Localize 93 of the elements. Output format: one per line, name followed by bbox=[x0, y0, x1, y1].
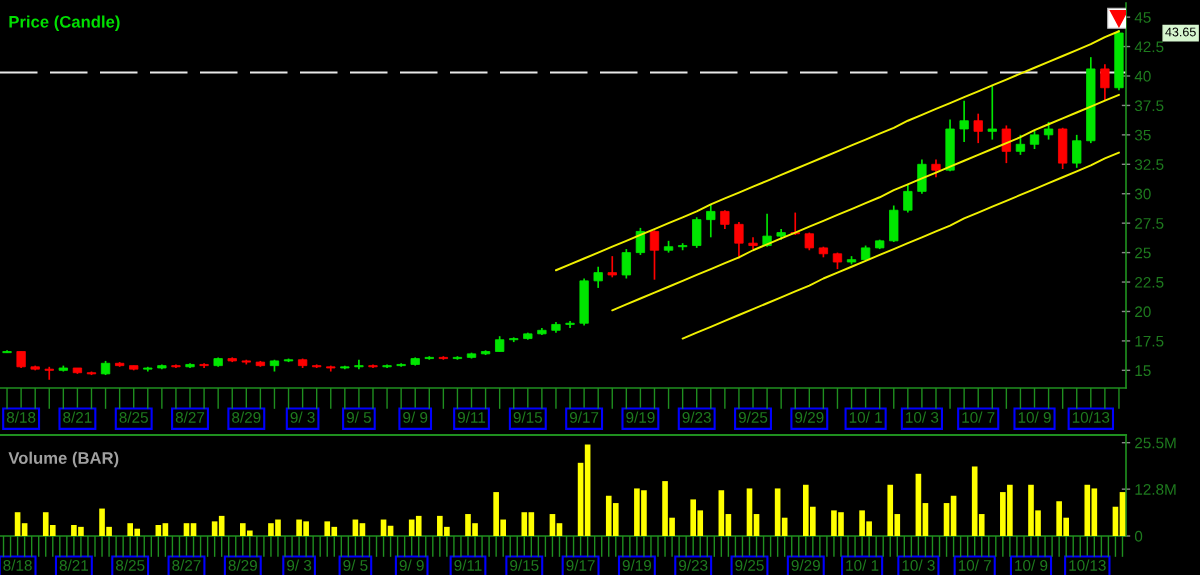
line-series bbox=[554, 30, 1120, 272]
y-tick-label: 40 bbox=[1134, 70, 1151, 82]
y-tick-label: 37.5 bbox=[1134, 100, 1164, 112]
x-tick-label: 9/11 bbox=[454, 559, 482, 571]
x-tick-label: 10/13 bbox=[1072, 411, 1110, 423]
y-tick-label: 27.5 bbox=[1135, 218, 1164, 229]
x-tick-label: 9/ 9 bbox=[403, 411, 428, 423]
x-tick-label: 9/15 bbox=[510, 559, 539, 571]
y-tick-label: 15 bbox=[1135, 365, 1151, 377]
x-tick-label: 9/11 bbox=[457, 411, 486, 423]
x-tick-label: 10/ 3 bbox=[902, 559, 935, 571]
x-tick-label: 8/29 bbox=[232, 411, 261, 423]
x-tick-label: 10/ 1 bbox=[846, 559, 879, 571]
x-tick-label: 10/ 7 bbox=[958, 559, 991, 571]
x-tick-label: 9/19 bbox=[622, 559, 652, 571]
y-tick-label: 32.5 bbox=[1134, 159, 1164, 170]
bar bbox=[1084, 484, 1091, 536]
y-tick-label: 35 bbox=[1134, 129, 1151, 141]
candlestick bbox=[1100, 63, 1110, 102]
x-tick-label: 9/17 bbox=[569, 411, 599, 423]
x-tick-label: 9/23 bbox=[679, 559, 708, 571]
candlestick bbox=[649, 229, 660, 281]
x-tick-label: 10/13 bbox=[1069, 559, 1106, 571]
bar bbox=[359, 523, 366, 536]
line-series bbox=[611, 93, 1120, 312]
x-tick-label: 8/29 bbox=[228, 559, 257, 571]
x-tick-label: 9/19 bbox=[626, 411, 655, 423]
bar bbox=[774, 488, 781, 536]
x-tick-label: 10/ 3 bbox=[906, 411, 939, 423]
candlestick bbox=[44, 365, 54, 381]
x-tick-label: 9/29 bbox=[795, 411, 824, 423]
x-tick-label: 8/25 bbox=[119, 411, 148, 423]
candlestick bbox=[987, 84, 997, 141]
candlestick bbox=[1072, 134, 1082, 169]
x-tick-label: 8/21 bbox=[63, 411, 92, 423]
bar bbox=[211, 521, 218, 536]
bar bbox=[1091, 488, 1098, 536]
candlestick bbox=[903, 183, 913, 214]
x-tick-label: 9/25 bbox=[738, 411, 768, 423]
x-tick-label: 8/18 bbox=[6, 411, 36, 423]
text: Volume (BAR) bbox=[8, 451, 119, 468]
candlestick bbox=[959, 99, 969, 143]
candlestick bbox=[1015, 134, 1026, 156]
text: Price (Candle) bbox=[9, 15, 120, 32]
candlestick bbox=[1001, 124, 1012, 164]
y-tick-label: 17.5 bbox=[1135, 335, 1164, 347]
candlestick bbox=[1029, 129, 1040, 150]
candlestick bbox=[593, 265, 603, 289]
candlestick bbox=[720, 209, 730, 230]
x-tick-label: 9/15 bbox=[513, 411, 543, 423]
bar bbox=[14, 512, 21, 536]
candlestick bbox=[607, 255, 617, 279]
y-tick-label: 0 bbox=[1134, 530, 1143, 542]
bar bbox=[190, 523, 197, 536]
line-series bbox=[681, 151, 1120, 340]
bar bbox=[21, 523, 28, 536]
candlestick bbox=[973, 112, 983, 144]
x-tick-label: 9/ 5 bbox=[343, 559, 368, 571]
x-tick-label: 9/25 bbox=[735, 559, 764, 571]
text: 43.65 bbox=[1165, 27, 1196, 37]
x-tick-label: 8/25 bbox=[115, 559, 145, 571]
x-tick-label: 9/ 5 bbox=[346, 411, 372, 423]
candlestick bbox=[621, 248, 631, 280]
y-tick-label: 25.5M bbox=[1135, 437, 1176, 449]
y-tick-label: 42.5 bbox=[1134, 41, 1164, 53]
y-tick-label: 12.8M bbox=[1135, 484, 1176, 495]
x-tick-label: 10/ 9 bbox=[1018, 411, 1051, 423]
x-tick-label: 8/21 bbox=[59, 559, 89, 571]
x-tick-label: 10/ 1 bbox=[849, 411, 882, 423]
candlestick bbox=[706, 203, 716, 239]
x-tick-label: 9/29 bbox=[791, 559, 820, 571]
bar bbox=[528, 512, 535, 536]
x-tick-label: 9/ 3 bbox=[290, 411, 315, 423]
bar bbox=[556, 523, 563, 536]
x-tick-label: 10/ 9 bbox=[1015, 559, 1048, 571]
y-tick-label: 45 bbox=[1134, 12, 1151, 23]
y-tick-label: 22.5 bbox=[1135, 276, 1164, 288]
bar bbox=[746, 488, 753, 536]
x-tick-label: 10/ 7 bbox=[962, 411, 995, 423]
bar bbox=[521, 512, 528, 536]
x-tick-label: 9/23 bbox=[682, 411, 711, 423]
x-tick-label: 9/ 3 bbox=[287, 559, 312, 571]
bar bbox=[162, 523, 169, 536]
x-tick-label: 8/27 bbox=[172, 559, 201, 571]
x-tick-label: 9/17 bbox=[566, 559, 595, 571]
bar bbox=[183, 523, 190, 536]
y-tick-label: 25 bbox=[1135, 247, 1151, 259]
x-tick-label: 8/18 bbox=[3, 559, 32, 571]
y-tick-label: 30 bbox=[1134, 188, 1151, 200]
x-tick-label: 9/ 9 bbox=[399, 559, 424, 571]
x-tick-label: 8/27 bbox=[175, 411, 205, 423]
candlestick bbox=[748, 236, 758, 250]
y-tick-label: 20 bbox=[1135, 306, 1151, 318]
